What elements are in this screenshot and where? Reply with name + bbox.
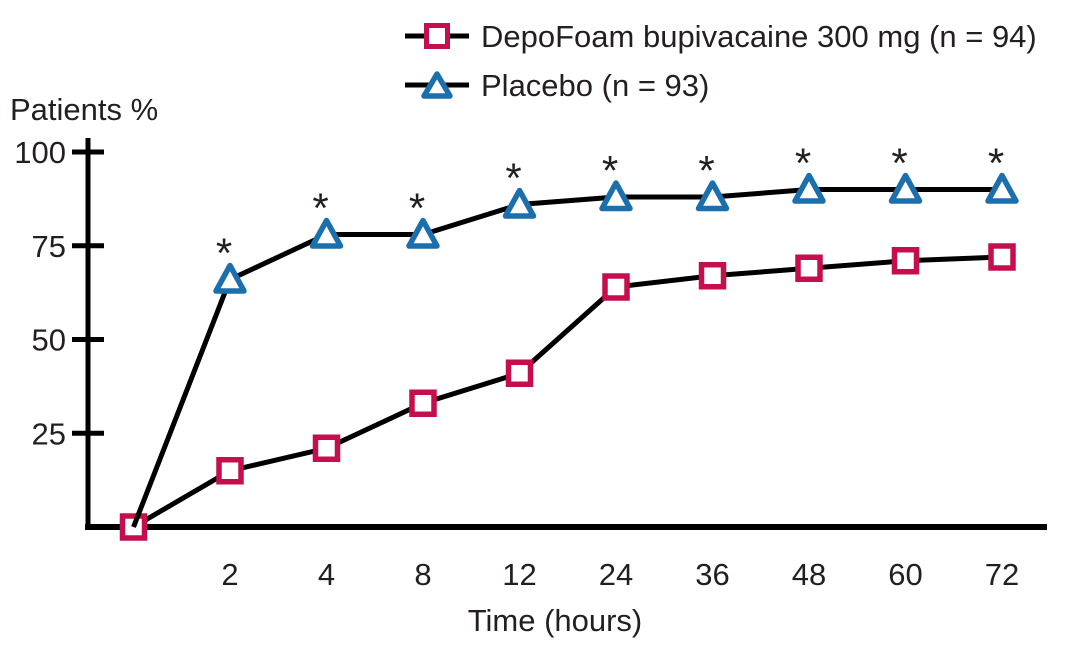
square-marker-icon — [405, 23, 469, 49]
square-marker — [409, 389, 437, 417]
triangle-marker — [792, 172, 826, 204]
legend-item-placebo: Placebo (n = 93) — [402, 63, 1037, 107]
triangle-marker — [695, 180, 730, 212]
square-marker — [988, 243, 1016, 271]
y-tick-label: 50 — [32, 323, 66, 358]
legend-label-depofoam: DepoFoam bupivacaine 300 mg (n = 94) — [481, 18, 1037, 54]
y-tick-label: 100 — [14, 135, 66, 170]
series-line-depofoam — [132, 254, 1003, 530]
significance-asterisk: * — [988, 140, 1004, 187]
x-tick-label: 4 — [318, 557, 335, 592]
series-line-placebo — [131, 187, 1002, 528]
square-marker — [698, 262, 727, 290]
x-tick-label: 36 — [695, 557, 729, 592]
significance-asterisk: * — [312, 185, 328, 232]
y-tick-label: 75 — [32, 229, 66, 264]
y-axis-title: Patients % — [10, 92, 159, 127]
x-tick-label: 60 — [888, 557, 922, 592]
triangle-marker — [985, 172, 1019, 204]
triangle-marker-icon — [405, 71, 469, 99]
legend: DepoFoam bupivacaine 300 mg (n = 94) Pla… — [402, 14, 1037, 112]
square-marker — [216, 457, 244, 485]
square-marker — [602, 273, 630, 301]
legend-item-depofoam: DepoFoam bupivacaine 300 mg (n = 94) — [402, 14, 1037, 58]
x-tick-label: 2 — [221, 557, 238, 592]
x-axis-title: Time (hours) — [467, 603, 643, 638]
significance-asterisk: * — [698, 147, 714, 194]
triangle-marker — [213, 262, 247, 294]
x-tick-label: 8 — [414, 557, 431, 592]
square-marker — [312, 434, 341, 462]
triangle-marker — [406, 217, 440, 249]
x-tick-label: 48 — [792, 557, 826, 592]
triangle-marker — [599, 180, 633, 212]
triangle-marker — [888, 172, 923, 204]
legend-label-placebo: Placebo (n = 93) — [481, 67, 710, 103]
significance-asterisk: * — [891, 140, 907, 187]
significance-asterisk: * — [505, 155, 521, 202]
square-marker — [505, 359, 534, 387]
significance-asterisk: * — [409, 185, 425, 232]
significance-asterisk: * — [602, 147, 618, 194]
x-tick-label: 12 — [502, 557, 536, 592]
x-tick-label: 24 — [599, 557, 633, 592]
triangle-marker — [309, 217, 344, 249]
significance-asterisk: * — [795, 140, 811, 187]
y-tick-label: 25 — [32, 416, 66, 451]
triangle-marker — [502, 187, 537, 219]
square-marker — [891, 247, 920, 275]
x-tick-label: 72 — [985, 557, 1019, 592]
square-marker — [795, 254, 823, 282]
significance-asterisk: * — [216, 230, 232, 277]
